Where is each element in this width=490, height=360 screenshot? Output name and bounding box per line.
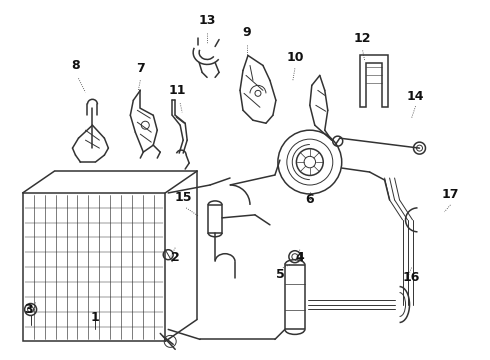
Text: 4: 4 — [295, 251, 304, 264]
Text: 11: 11 — [169, 84, 186, 97]
Text: 8: 8 — [71, 59, 80, 72]
Text: 16: 16 — [403, 271, 420, 284]
Text: 15: 15 — [174, 192, 192, 204]
Text: 17: 17 — [441, 188, 459, 202]
Text: 12: 12 — [354, 32, 371, 45]
Text: 3: 3 — [24, 303, 33, 316]
Text: 5: 5 — [275, 268, 284, 281]
Text: 6: 6 — [305, 193, 314, 206]
Text: 1: 1 — [91, 311, 100, 324]
Text: 13: 13 — [198, 14, 216, 27]
Text: 2: 2 — [171, 251, 179, 264]
Text: 7: 7 — [136, 62, 145, 75]
Text: 10: 10 — [286, 51, 304, 64]
Text: 14: 14 — [407, 90, 424, 103]
Text: 9: 9 — [243, 26, 251, 39]
